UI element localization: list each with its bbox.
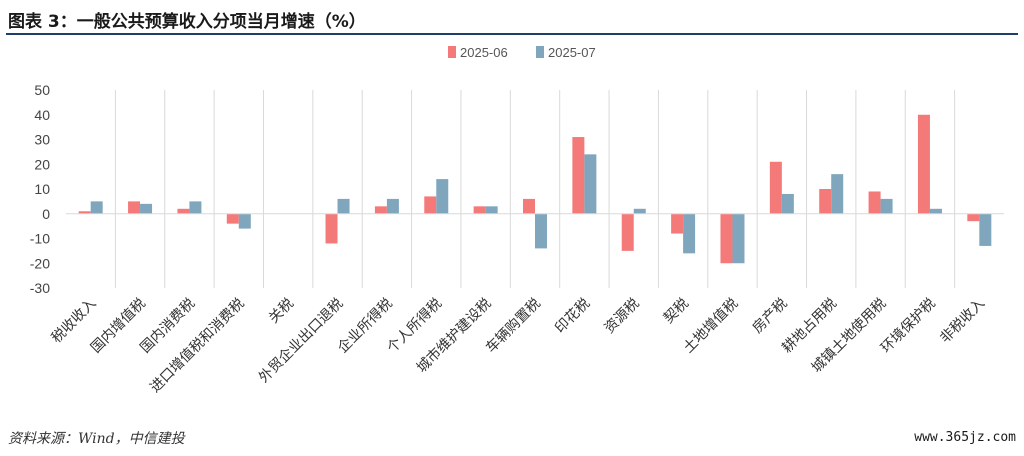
bar-series-b (140, 203, 153, 214)
bar-series-b (633, 208, 646, 214)
bar-layer (78, 114, 992, 264)
title-rule (6, 33, 1018, 35)
bar-series-a (226, 213, 239, 224)
bar-series-a (374, 206, 387, 214)
bar-series-b (337, 198, 350, 214)
bar-series-a (769, 161, 782, 214)
y-axis-ticks: 50 40 30 20 10 0 -10 -20 -30 (30, 82, 50, 296)
bar-series-b (929, 208, 942, 214)
bar-series-a (671, 213, 684, 234)
y-tick-label: 0 (42, 206, 50, 222)
bar-series-a (720, 213, 733, 264)
bar-series-a (424, 196, 437, 214)
bar-series-a (177, 208, 190, 214)
bar-series-b (831, 174, 844, 214)
legend-swatch (448, 46, 456, 58)
figure-title: 图表 3：一般公共预算收入分项当月增速（%） (8, 12, 366, 32)
bar-series-a (917, 114, 930, 214)
bar-series-b (485, 206, 498, 214)
bar-series-b (90, 201, 103, 214)
bar-series-a (967, 213, 980, 222)
bar-series-b (979, 213, 992, 246)
y-tick-label: 40 (34, 107, 50, 123)
bar-series-b (436, 179, 449, 214)
bar-series-b (238, 213, 251, 229)
bar-series-b (189, 201, 202, 214)
y-tick-label: -20 (30, 255, 50, 271)
bar-series-a (473, 206, 486, 214)
bar-series-b (683, 213, 696, 254)
bar-series-a (325, 213, 338, 244)
bar-series-a (523, 198, 535, 214)
legend-label: 2025-06 (460, 45, 508, 60)
source-note: 资料来源：Wind，中信建投 (8, 431, 185, 447)
bar-series-a (621, 213, 634, 251)
x-category-label: 进口增值税和消费税 (147, 296, 247, 396)
x-category-label: 非税收入 (937, 296, 988, 347)
bar-series-a (819, 189, 832, 214)
x-category-label: 外贸企业出口退税 (255, 295, 346, 386)
y-tick-label: 30 (34, 132, 50, 148)
legend-label: 2025-07 (548, 45, 596, 60)
grid-layer (114, 90, 956, 288)
bar-series-a (868, 191, 881, 214)
x-category-label: 关税 (266, 296, 297, 327)
watermark: www.365jz.com (914, 430, 1016, 445)
bar-series-b (781, 193, 794, 214)
bar-series-b (535, 213, 547, 249)
bar-series-b (386, 198, 399, 214)
legend-swatch (536, 46, 544, 58)
y-tick-label: -30 (30, 280, 50, 296)
bar-series-b (732, 213, 745, 264)
bar-series-b (880, 198, 893, 214)
x-category-label: 契税 (661, 296, 692, 327)
bar-series-a (78, 211, 91, 214)
bar-series-a (128, 201, 141, 214)
x-category-label: 房产税 (750, 296, 791, 337)
legend: 2025-06 2025-07 (448, 45, 596, 60)
y-tick-label: 50 (34, 82, 50, 98)
x-category-label: 资源税 (602, 296, 643, 337)
y-tick-label: 20 (34, 156, 50, 172)
x-category-label: 印花税 (552, 296, 593, 337)
y-tick-label: 10 (34, 181, 50, 197)
y-tick-label: -10 (30, 231, 50, 247)
bar-series-a (572, 137, 585, 214)
bar-series-b (584, 154, 597, 214)
x-category-label: 税收收入 (49, 296, 100, 347)
